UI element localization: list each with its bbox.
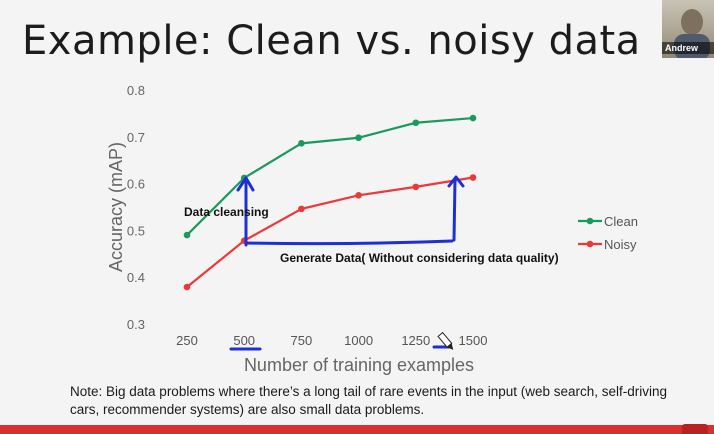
chart-axes: 0.3 0.4 0.5 0.6 0.7 0.8 250 500 750 1000 1250 1500 N…: [106, 83, 487, 375]
legend-label-noisy: Noisy: [604, 237, 637, 252]
data-point-noisy: [355, 192, 362, 199]
x-tick-label: 750: [291, 333, 313, 348]
chart-legend: Clean Noisy: [578, 214, 638, 252]
x-tick-label: 500: [233, 333, 255, 348]
legend-label-clean: Clean: [604, 214, 638, 229]
annotation-data-cleansing: Data cleansing: [184, 205, 269, 219]
series-line-noisy: [186, 176, 474, 288]
ink-arrow-generate-shaft: [452, 178, 457, 242]
pen-cursor-tip: [447, 343, 454, 350]
handwritten-annotations: [229, 175, 465, 351]
data-point-clean: [469, 114, 477, 122]
y-tick-label: 0.7: [127, 130, 145, 145]
data-point-clean: [298, 140, 305, 147]
ink-arrow-cleansing-head: [236, 176, 255, 192]
pen-cursor-icon: [437, 331, 454, 350]
legend-marker-clean: [586, 217, 594, 225]
pen-cursor-body: [437, 331, 453, 348]
y-tick-label: 0.6: [127, 177, 145, 192]
legend-marker-noisy: [586, 240, 594, 248]
y-tick-label: 0.5: [127, 223, 145, 238]
y-tick-label: 0.8: [127, 83, 145, 98]
slide-footer-bar: [0, 425, 714, 434]
data-point-noisy: [469, 174, 477, 181]
slide-title: Example: Clean vs. noisy data: [22, 18, 641, 64]
x-tick-label: 1250: [401, 333, 430, 348]
participant-name: Andrew: [662, 42, 714, 54]
data-point-clean: [412, 119, 420, 127]
series-line-clean: [186, 116, 474, 236]
footer-logo: [682, 424, 708, 434]
participant-video: Andrew: [662, 0, 714, 58]
data-point-clean: [355, 134, 362, 142]
data-point-noisy: [183, 283, 191, 291]
data-point-noisy: [298, 205, 305, 213]
x-axis-label: Number of training examples: [244, 355, 474, 375]
data-point-clean: [183, 231, 191, 239]
ink-arrow-generate-head: [447, 175, 465, 188]
chart-series: [183, 114, 477, 291]
y-axis-label: Accuracy (mAP): [106, 142, 126, 272]
slide-note: Note: Big data problems where there’s a …: [70, 384, 668, 417]
ink-generate-line: [244, 239, 454, 246]
x-tick-label: 1500: [459, 333, 488, 348]
y-tick-label: 0.4: [127, 270, 145, 285]
data-point-noisy: [412, 183, 420, 191]
x-tick-label: 250: [176, 333, 198, 348]
x-tick-label: 1000: [344, 333, 373, 348]
annotation-generate-data: Generate Data( Without considering data …: [280, 251, 559, 265]
y-tick-label: 0.3: [127, 317, 145, 332]
